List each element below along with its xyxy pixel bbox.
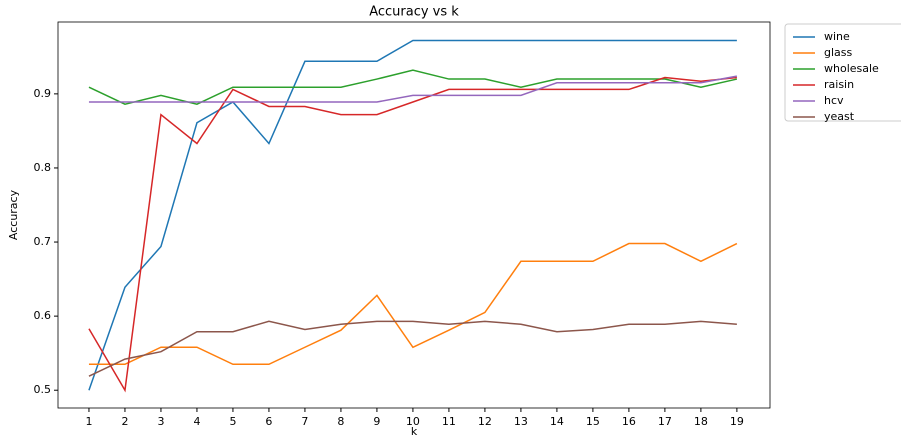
plot-frame bbox=[57, 21, 771, 409]
x-tick-label: 2 bbox=[121, 415, 128, 428]
x-tick-label: 14 bbox=[550, 415, 564, 428]
x-tick-label: 18 bbox=[694, 415, 708, 428]
x-tick-label: 5 bbox=[229, 415, 236, 428]
x-tick-label: 16 bbox=[622, 415, 636, 428]
legend-box bbox=[784, 23, 901, 122]
chart-title: Accuracy vs k bbox=[369, 5, 459, 20]
series-line bbox=[88, 75, 738, 103]
x-tick-label: 19 bbox=[730, 415, 744, 428]
x-tick-label: 6 bbox=[265, 415, 272, 428]
x-tick-label: 4 bbox=[193, 415, 200, 428]
x-tick-label: 13 bbox=[514, 415, 528, 428]
y-tick-label: 0.5 bbox=[34, 383, 52, 396]
legend-label: raisin bbox=[824, 78, 854, 91]
series-line bbox=[88, 242, 738, 366]
x-tick-label: 8 bbox=[337, 415, 344, 428]
y-tick-label: 0.7 bbox=[34, 235, 52, 248]
y-tick-label: 0.8 bbox=[34, 161, 52, 174]
y-tick-label: 0.6 bbox=[34, 309, 52, 322]
legend-label: wholesale bbox=[824, 62, 879, 75]
x-tick-label: 3 bbox=[157, 415, 164, 428]
series-line bbox=[88, 69, 738, 106]
x-tick-label: 17 bbox=[658, 415, 672, 428]
legend-label: yeast bbox=[824, 110, 855, 123]
series-line bbox=[88, 39, 737, 391]
x-tick-label: 11 bbox=[442, 415, 456, 428]
x-tick-label: 12 bbox=[478, 415, 492, 428]
y-tick-label: 0.9 bbox=[34, 87, 52, 100]
x-tick-label: 1 bbox=[85, 415, 92, 428]
x-tick-label: 7 bbox=[301, 415, 308, 428]
legend-label: hcv bbox=[824, 94, 844, 107]
x-tick-label: 15 bbox=[586, 415, 600, 428]
legend-label: glass bbox=[824, 46, 853, 59]
series-line bbox=[88, 320, 737, 377]
series-line bbox=[88, 76, 737, 393]
legend-label: wine bbox=[824, 30, 850, 43]
x-axis-label: k bbox=[411, 425, 418, 436]
x-tick-label: 9 bbox=[373, 415, 380, 428]
x-tick-label: 10 bbox=[406, 415, 420, 428]
y-axis-label: Accuracy bbox=[7, 189, 20, 240]
